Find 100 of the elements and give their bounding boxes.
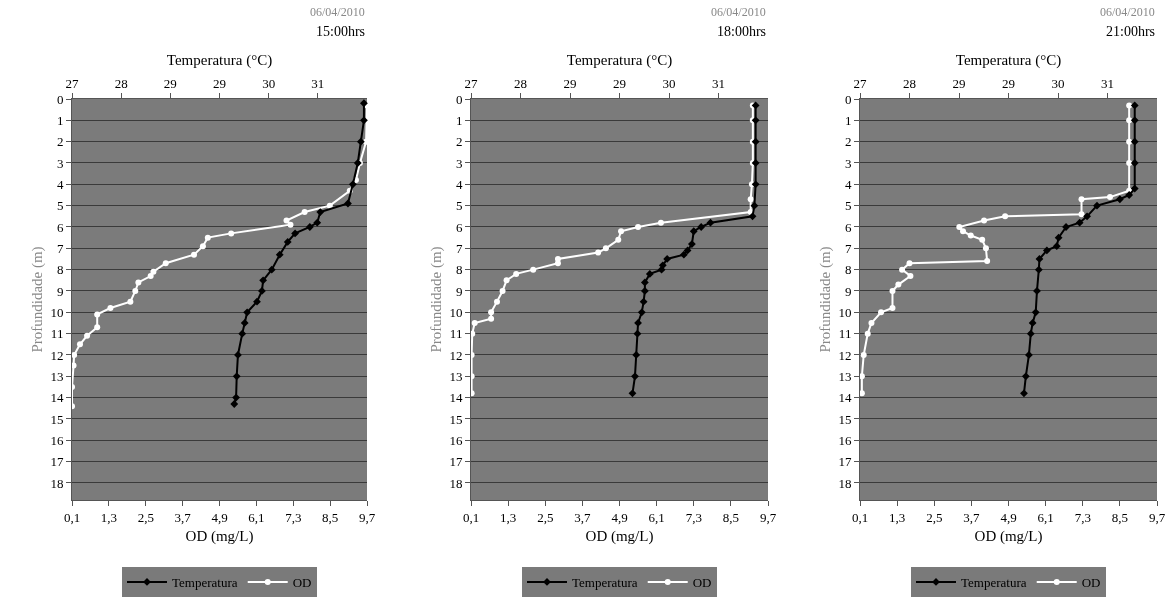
x-axis-title: OD (mg/L) <box>974 527 1043 545</box>
point <box>1126 102 1133 109</box>
x2-tick-label: 29 <box>613 75 626 91</box>
y-tick-label: 1 <box>455 112 463 128</box>
y-tick-label: 13 <box>50 368 64 384</box>
x-tick-label: 7,3 <box>1074 509 1091 525</box>
x2-axis-title: Temperatura (°C) <box>166 52 273 70</box>
x-tick-label: 3,7 <box>574 509 592 525</box>
point <box>895 281 902 288</box>
y-tick-label: 17 <box>50 454 64 470</box>
x2-tick-label: 31 <box>311 75 325 91</box>
x-tick-label: 1,3 <box>100 509 117 525</box>
x-tick-label: 7,3 <box>285 509 302 525</box>
y-tick-label: 6 <box>455 219 463 235</box>
x2-tick-label: 29 <box>213 75 226 91</box>
x-tick-label: 0,1 <box>462 509 480 525</box>
point <box>513 270 520 277</box>
point <box>107 305 114 312</box>
point <box>618 228 625 235</box>
point <box>488 309 495 316</box>
y-tick-label: 2 <box>455 134 463 150</box>
y-tick-label: 8 <box>56 262 64 278</box>
x-tick-label: 1,3 <box>500 509 517 525</box>
y-tick-label: 3 <box>455 155 463 171</box>
y-tick-label: 9 <box>844 283 852 299</box>
point <box>635 223 642 230</box>
x2-tick-label: 30 <box>662 75 676 91</box>
y-tick-label: 18 <box>449 475 463 491</box>
point <box>84 332 91 339</box>
legend-label: Temperatura <box>172 575 238 591</box>
point <box>595 249 602 256</box>
point <box>878 309 885 316</box>
x-tick-label: 3,7 <box>963 509 981 525</box>
y-tick-label: 13 <box>838 368 852 384</box>
point <box>899 266 906 273</box>
y-tick-label: 16 <box>838 432 852 448</box>
x-tick-label: 8,5 <box>722 509 740 525</box>
x2-tick-label: 28 <box>903 75 916 91</box>
x2-tick-label: 27 <box>464 75 478 91</box>
y-tick-label: 17 <box>449 454 463 470</box>
y-tick-label: 18 <box>50 475 64 491</box>
point <box>150 268 157 275</box>
y-tick-label: 7 <box>844 240 852 256</box>
point <box>499 287 506 294</box>
text: 06/04/2010 <box>310 5 365 19</box>
point <box>530 266 537 273</box>
y-axis-title: Profundidade (m) <box>427 246 445 353</box>
point <box>907 273 914 280</box>
y-tick-label: 10 <box>838 304 852 320</box>
y-tick-label: 6 <box>844 219 852 235</box>
point <box>132 287 139 294</box>
x-tick-label: 9,7 <box>1148 509 1166 525</box>
x-tick-label: 4,9 <box>211 509 228 525</box>
point <box>301 209 308 216</box>
y-tick-label: 11 <box>838 326 852 342</box>
x2-tick-label: 28 <box>514 75 527 91</box>
point <box>860 351 867 358</box>
y-tick-label: 14 <box>838 390 852 406</box>
y-tick-label: 5 <box>455 198 463 214</box>
point <box>71 351 78 358</box>
y-tick-label: 4 <box>844 176 852 192</box>
text: 15:00hrs <box>316 24 365 39</box>
x2-tick-label: 31 <box>1101 75 1114 91</box>
y-tick-label: 5 <box>56 198 64 214</box>
x2-tick-label: 30 <box>1051 75 1065 91</box>
point <box>199 243 206 250</box>
point <box>190 251 197 258</box>
y-tick-label: 14 <box>50 390 64 406</box>
x-tick-label: 4,9 <box>611 509 628 525</box>
point <box>967 232 974 239</box>
y-tick-label: 0 <box>56 91 64 107</box>
x-tick-label: 2,5 <box>137 509 154 525</box>
y-tick-label: 3 <box>56 155 64 171</box>
x-tick-label: 1,3 <box>889 509 906 525</box>
x-tick-label: 9,7 <box>358 509 376 525</box>
legend-label: OD <box>1081 575 1101 591</box>
x-tick-label: 8,5 <box>1111 509 1129 525</box>
point <box>135 279 142 286</box>
x-tick-label: 2,5 <box>537 509 554 525</box>
point <box>204 234 211 241</box>
point <box>488 315 495 322</box>
y-tick-label: 0 <box>455 91 463 107</box>
point <box>979 236 986 243</box>
y-tick-label: 9 <box>56 283 64 299</box>
x-tick-label: 6,1 <box>648 509 665 525</box>
point <box>960 228 967 235</box>
point <box>1078 211 1085 218</box>
y-tick-label: 10 <box>50 304 64 320</box>
y-tick-label: 2 <box>844 134 852 150</box>
legend-label: OD <box>692 575 712 591</box>
point <box>657 219 664 226</box>
y-tick-label: 7 <box>56 240 64 256</box>
legend-label: Temperatura <box>572 575 638 591</box>
x-tick-label: 0,1 <box>851 509 869 525</box>
point <box>326 202 333 209</box>
x-axis-title: OD (mg/L) <box>185 527 254 545</box>
point <box>127 298 134 305</box>
y-tick-label: 11 <box>50 326 64 342</box>
y-tick-label: 8 <box>844 262 852 278</box>
y-tick-label: 4 <box>56 176 64 192</box>
